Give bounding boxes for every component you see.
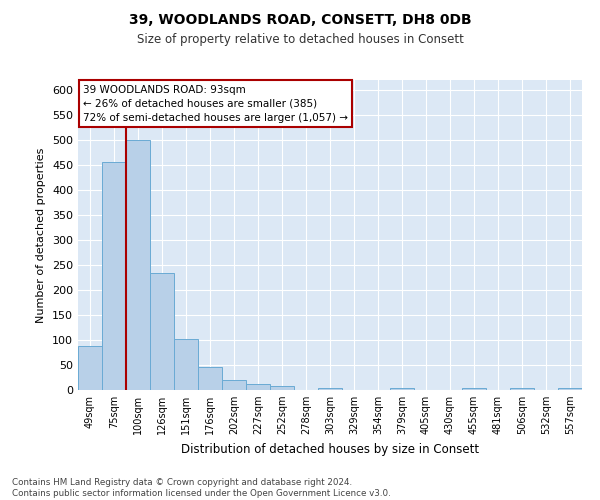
Bar <box>510 388 534 390</box>
Bar <box>102 162 126 390</box>
Text: Contains HM Land Registry data © Crown copyright and database right 2024.
Contai: Contains HM Land Registry data © Crown c… <box>12 478 391 498</box>
Bar <box>78 346 102 390</box>
Bar <box>150 272 174 390</box>
Text: Size of property relative to detached houses in Consett: Size of property relative to detached ho… <box>137 32 463 46</box>
X-axis label: Distribution of detached houses by size in Consett: Distribution of detached houses by size … <box>181 442 479 456</box>
Bar <box>126 140 150 390</box>
Bar <box>174 338 198 390</box>
Bar <box>198 366 222 390</box>
Bar <box>390 388 414 390</box>
Y-axis label: Number of detached properties: Number of detached properties <box>37 148 46 322</box>
Bar <box>222 380 246 390</box>
Text: 39 WOODLANDS ROAD: 93sqm
← 26% of detached houses are smaller (385)
72% of semi-: 39 WOODLANDS ROAD: 93sqm ← 26% of detach… <box>83 84 348 122</box>
Bar <box>462 388 486 390</box>
Bar <box>318 388 342 390</box>
Text: 39, WOODLANDS ROAD, CONSETT, DH8 0DB: 39, WOODLANDS ROAD, CONSETT, DH8 0DB <box>128 12 472 26</box>
Bar <box>270 386 294 390</box>
Bar <box>558 388 582 390</box>
Bar <box>246 384 270 390</box>
